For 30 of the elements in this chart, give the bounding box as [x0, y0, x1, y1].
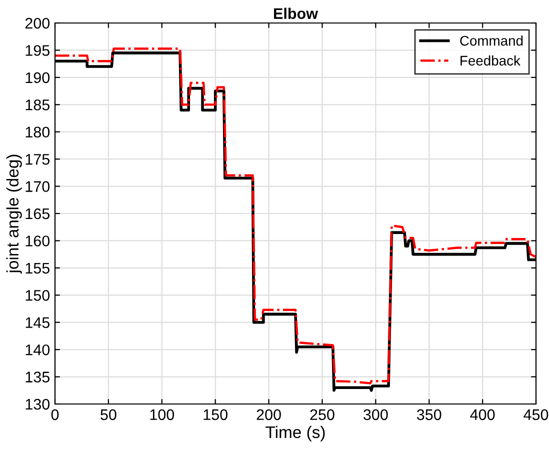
y-tick-label: 200 [25, 18, 50, 29]
y-tick-label: 130 [26, 398, 50, 410]
x-tick-label: 150 [204, 409, 228, 420]
y-tick-label: 145 [26, 317, 50, 328]
x-tick-label: 400 [470, 409, 495, 420]
y-tick-label: 195 [26, 45, 50, 56]
x-tick-label: 350 [416, 409, 442, 420]
x-tick-label: 50 [100, 409, 116, 420]
y-tick-label: 180 [26, 126, 50, 138]
y-tick-label: 190 [26, 72, 50, 84]
y-tick-label: 150 [26, 290, 50, 301]
x-tick-label: 300 [364, 409, 388, 420]
legend-label: Feedback [460, 55, 520, 66]
x-tick-label: 450 [524, 409, 548, 420]
y-tick-label: 140 [26, 344, 50, 356]
y-tick-label: 175 [26, 154, 50, 165]
y-tick-label: 160 [26, 236, 50, 246]
x-tick-label: 250 [310, 409, 334, 420]
x-tick-label: 0 [51, 409, 59, 420]
x-axis-title: Time (s) [266, 426, 325, 442]
chart-title: Elbow [274, 8, 318, 19]
y-tick-label: 165 [26, 208, 50, 220]
x-tick-label: 100 [150, 409, 174, 420]
y-tick-label: 170 [26, 181, 50, 192]
x-tick-label: 200 [256, 409, 281, 420]
legend-label: Command [460, 36, 523, 46]
y-tick-label: 135 [26, 372, 50, 382]
y-tick-label: 185 [26, 100, 50, 110]
y-tick-label: 155 [26, 262, 50, 274]
y-axis-title: joint angle (deg) [6, 154, 22, 274]
